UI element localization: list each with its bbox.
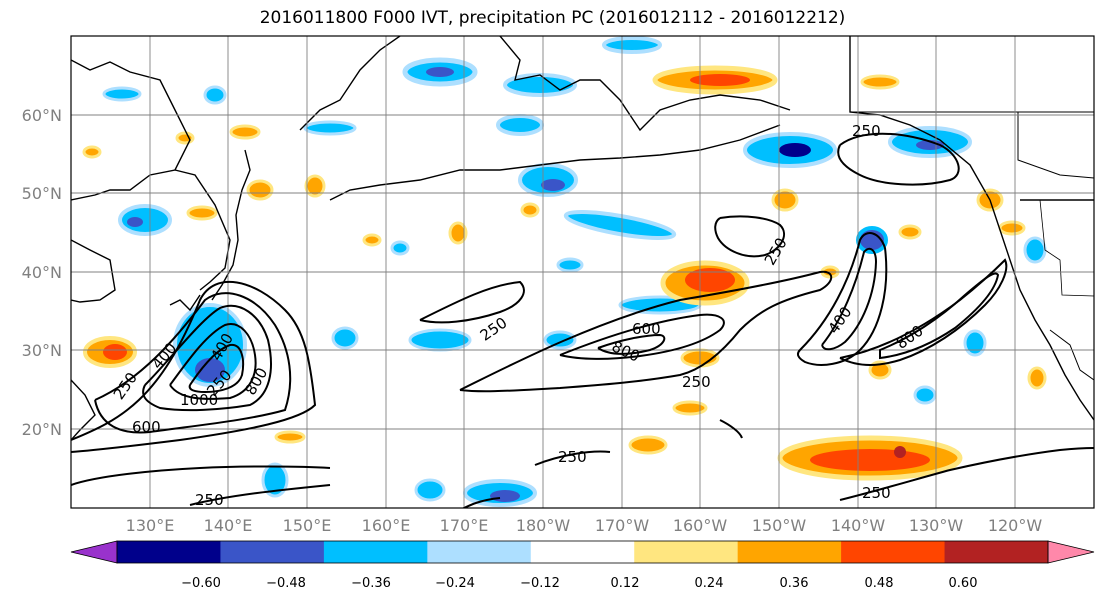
lon-label-130e: 130°E <box>126 516 175 535</box>
contour-label-250-d: 250 <box>682 373 711 391</box>
lat-label-40n: 40°N <box>22 263 62 282</box>
colorbar-swatch <box>841 541 946 563</box>
longitude-labels: 130°E 140°E 150°E 160°E 170°E 180°W 170°… <box>126 516 1043 535</box>
colorbar <box>70 540 1095 564</box>
colorbar-swatch <box>117 541 221 563</box>
map-frame <box>70 35 1095 509</box>
lon-label-130w: 130°W <box>909 516 964 535</box>
lon-label-180w: 180°W <box>516 516 571 535</box>
lon-label-150e: 150°E <box>283 516 332 535</box>
latitude-labels: 60°N 50°N 40°N 30°N 20°N <box>22 106 62 439</box>
lat-label-30n: 30°N <box>22 341 62 360</box>
lon-label-160e: 160°E <box>362 516 411 535</box>
colorbar-swatch <box>634 541 739 563</box>
colorbar-swatch <box>323 541 428 563</box>
colorbar-tick-label: −0.24 <box>435 576 475 591</box>
lon-label-140w: 140°W <box>831 516 886 535</box>
colorbar-swatch <box>427 541 532 563</box>
colorbar-swatch <box>530 541 635 563</box>
contour-label-250-a: 250 <box>852 122 881 140</box>
colorbar-outline <box>116 540 1049 564</box>
colorbar-arrow-max <box>1047 540 1095 564</box>
colorbar-tick-label: −0.48 <box>266 576 306 591</box>
lon-label-160w: 160°W <box>673 516 728 535</box>
colorbar-tick-label: 0.48 <box>865 576 894 591</box>
lon-label-150w: 150°W <box>752 516 807 535</box>
lon-label-170w: 170°W <box>595 516 650 535</box>
contour-label-250-f: 250 <box>195 491 224 509</box>
lat-label-50n: 50°N <box>22 184 62 203</box>
lon-label-140e: 140°E <box>204 516 253 535</box>
lat-label-20n: 20°N <box>22 420 62 439</box>
colorbar-swatch <box>220 541 325 563</box>
lon-label-170e: 170°E <box>440 516 489 535</box>
lon-label-120w: 120°W <box>988 516 1043 535</box>
ivt-contours <box>71 132 1094 508</box>
colorbar-tick-label: 0.60 <box>949 576 978 591</box>
colorbar-swatch <box>944 541 1049 563</box>
contour-label-600-a: 600 <box>132 418 161 436</box>
colorbar-tick-label: −0.12 <box>520 576 560 591</box>
colorbar-tick-label: −0.36 <box>351 576 391 591</box>
lat-label-60n: 60°N <box>22 106 62 125</box>
colorbar-tick-label: 0.36 <box>780 576 809 591</box>
contour-label-1000: 1000 <box>180 391 218 409</box>
map-title: 2016011800 F000 IVT, precipitation PC (2… <box>259 8 846 28</box>
colorbar-tick-labels: −0.60 −0.48 −0.36 −0.24 −0.12 0.12 0.24 … <box>181 576 977 591</box>
precip-pc-shading <box>82 36 1047 507</box>
colorbar-tick-label: −0.60 <box>181 576 221 591</box>
contour-label-600-b: 600 <box>632 320 661 338</box>
colorbar-arrow-min <box>70 540 118 564</box>
colorbar-tick-label: 0.12 <box>611 576 640 591</box>
colorbar-swatch <box>737 541 842 563</box>
contour-label-250-e: 250 <box>558 448 587 466</box>
contour-label-250-g: 250 <box>862 484 891 502</box>
colorbar-tick-label: 0.24 <box>695 576 724 591</box>
